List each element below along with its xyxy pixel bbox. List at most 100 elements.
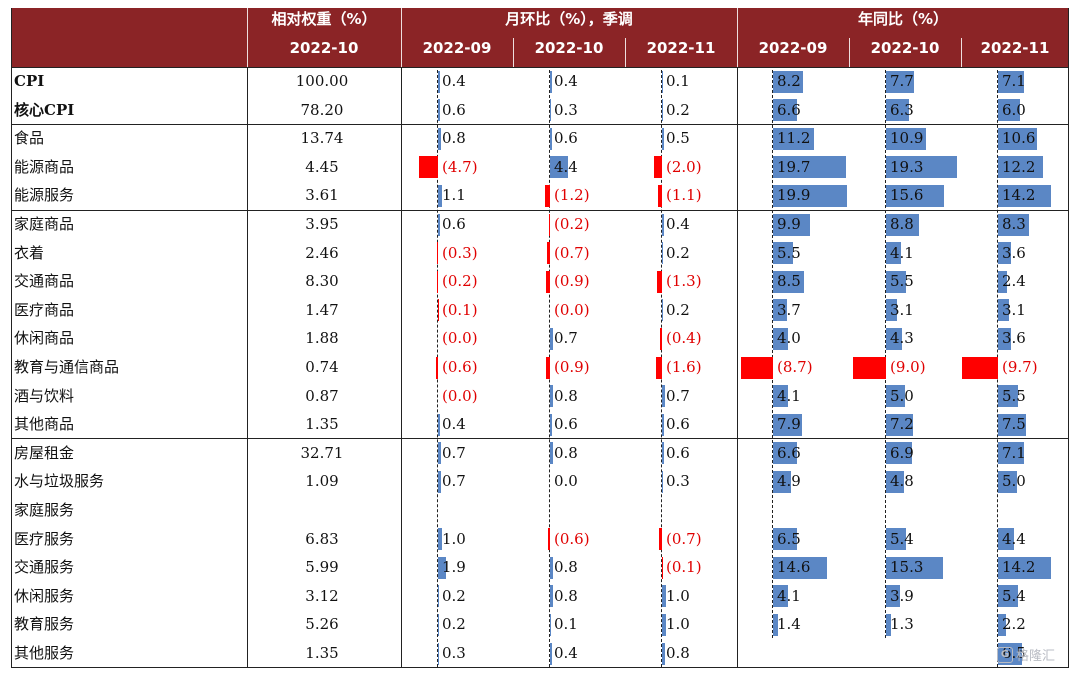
mom-bar bbox=[654, 156, 662, 179]
header-divider bbox=[961, 38, 962, 67]
mom-bar bbox=[662, 213, 664, 236]
watermark: G 格隆汇 bbox=[996, 645, 1055, 664]
yoy-bar bbox=[773, 99, 798, 122]
column-divider bbox=[247, 67, 248, 668]
mom-value: 1.0 bbox=[442, 529, 466, 548]
mom-value: (0.4) bbox=[666, 329, 702, 348]
category-label: 休闲商品 bbox=[14, 329, 75, 348]
mom-bar bbox=[550, 156, 568, 179]
weight-value: 2.46 bbox=[305, 243, 339, 262]
mom-value: 0.7 bbox=[442, 443, 466, 462]
category-label: 能源商品 bbox=[14, 157, 75, 176]
mom-bar bbox=[550, 327, 553, 350]
yoy-bar bbox=[998, 270, 1007, 293]
yoy-bar bbox=[773, 213, 810, 236]
yoy-value: 7.1 bbox=[1002, 443, 1026, 462]
yoy-bar bbox=[886, 585, 901, 608]
mom-bar bbox=[662, 299, 663, 322]
yoy-bar bbox=[998, 242, 1012, 265]
category-label: 食品 bbox=[14, 129, 45, 148]
yoy-value: 4.1 bbox=[890, 243, 914, 262]
yoy-value: 8.2 bbox=[777, 72, 801, 90]
weight-value: 4.45 bbox=[305, 157, 339, 176]
yoy-bar bbox=[998, 156, 1044, 179]
mom-bar bbox=[662, 470, 664, 493]
mom-bar bbox=[662, 442, 665, 465]
yoy-value: 5.5 bbox=[1002, 386, 1026, 405]
mom-bar bbox=[662, 99, 663, 122]
yoy-bar bbox=[773, 613, 779, 636]
yoy-period-header: 2022-11 bbox=[980, 39, 1050, 57]
yoy-header: 年同比（%） bbox=[857, 10, 949, 28]
yoy-bar bbox=[773, 385, 789, 408]
weight-value: 0.87 bbox=[305, 386, 339, 405]
mom-value: 0.8 bbox=[554, 386, 578, 405]
yoy-bar bbox=[886, 299, 898, 322]
mom-value: 0.6 bbox=[554, 129, 578, 148]
mom-bar bbox=[547, 242, 550, 265]
mom-value: 0.7 bbox=[666, 386, 690, 405]
yoy-value: 10.6 bbox=[1002, 129, 1036, 148]
mom-value: (0.7) bbox=[554, 243, 590, 262]
mom-bar bbox=[438, 442, 441, 465]
mom-value: (0.0) bbox=[442, 329, 478, 348]
yoy-bar bbox=[886, 70, 915, 93]
mom-bar bbox=[662, 127, 664, 150]
mom-bar bbox=[550, 556, 554, 579]
mom-bar bbox=[550, 442, 554, 465]
row-group-divider bbox=[11, 67, 1069, 68]
yoy-period-header: 2022-10 bbox=[870, 39, 940, 57]
yoy-bar bbox=[998, 213, 1029, 236]
weight-value: 5.26 bbox=[305, 615, 339, 634]
weight-value: 1.88 bbox=[305, 329, 339, 348]
category-label: 其他服务 bbox=[14, 644, 75, 662]
yoy-bar bbox=[773, 442, 798, 465]
mom-value: 0.1 bbox=[554, 615, 578, 634]
weight-value: 1.47 bbox=[305, 300, 339, 319]
category-label: 医疗商品 bbox=[14, 300, 75, 319]
mom-value: (2.0) bbox=[666, 157, 702, 176]
mom-value: 4.4 bbox=[554, 157, 578, 176]
mom-value: (1.1) bbox=[666, 186, 702, 205]
yoy-value: 7.5 bbox=[1002, 415, 1026, 434]
mom-value: 0.4 bbox=[442, 415, 466, 434]
category-label: CPI bbox=[14, 72, 45, 90]
row-group-divider bbox=[11, 438, 1069, 439]
yoy-zero-axis bbox=[885, 70, 886, 638]
yoy-bar bbox=[886, 270, 907, 293]
mom-value: 0.3 bbox=[666, 472, 690, 491]
mom-value: 0.0 bbox=[554, 472, 578, 491]
mom-value: 0.6 bbox=[442, 100, 466, 119]
yoy-bar bbox=[886, 99, 910, 122]
yoy-bar bbox=[886, 556, 943, 579]
mom-bar bbox=[662, 242, 663, 265]
yoy-value: 6.9 bbox=[890, 443, 914, 462]
mom-bar bbox=[550, 70, 552, 93]
yoy-bar bbox=[998, 127, 1038, 150]
mom-bar bbox=[438, 585, 439, 608]
yoy-bar bbox=[773, 556, 828, 579]
yoy-bar bbox=[998, 299, 1010, 322]
yoy-value: 3.6 bbox=[1002, 329, 1026, 348]
yoy-bar bbox=[773, 127, 815, 150]
mom-value: 0.2 bbox=[666, 100, 690, 119]
mom-value: 0.6 bbox=[666, 443, 690, 462]
yoy-bar bbox=[886, 528, 906, 551]
yoy-value: 6.0 bbox=[1002, 100, 1026, 119]
mom-value: 0.6 bbox=[666, 415, 690, 434]
cpi-component-table: 相对权重（%） 月环比（%），季调 年同比（%） 2022-10 2022-09… bbox=[11, 8, 1069, 668]
header-divider bbox=[247, 8, 248, 67]
yoy-bar bbox=[998, 470, 1017, 493]
header-divider bbox=[849, 38, 850, 67]
yoy-value: 6.5 bbox=[1002, 644, 1026, 662]
weight-header: 相对权重（%） bbox=[271, 10, 377, 28]
mom-bar bbox=[438, 413, 440, 436]
yoy-bar bbox=[852, 356, 886, 379]
yoy-value: 6.3 bbox=[890, 100, 914, 119]
watermark-text: 格隆汇 bbox=[1015, 649, 1055, 664]
yoy-bar bbox=[998, 556, 1051, 579]
yoy-bar bbox=[773, 156, 846, 179]
category-label: 核心CPI bbox=[14, 100, 75, 119]
weight-value: 78.20 bbox=[300, 100, 344, 119]
mom-value: 0.8 bbox=[554, 558, 578, 577]
